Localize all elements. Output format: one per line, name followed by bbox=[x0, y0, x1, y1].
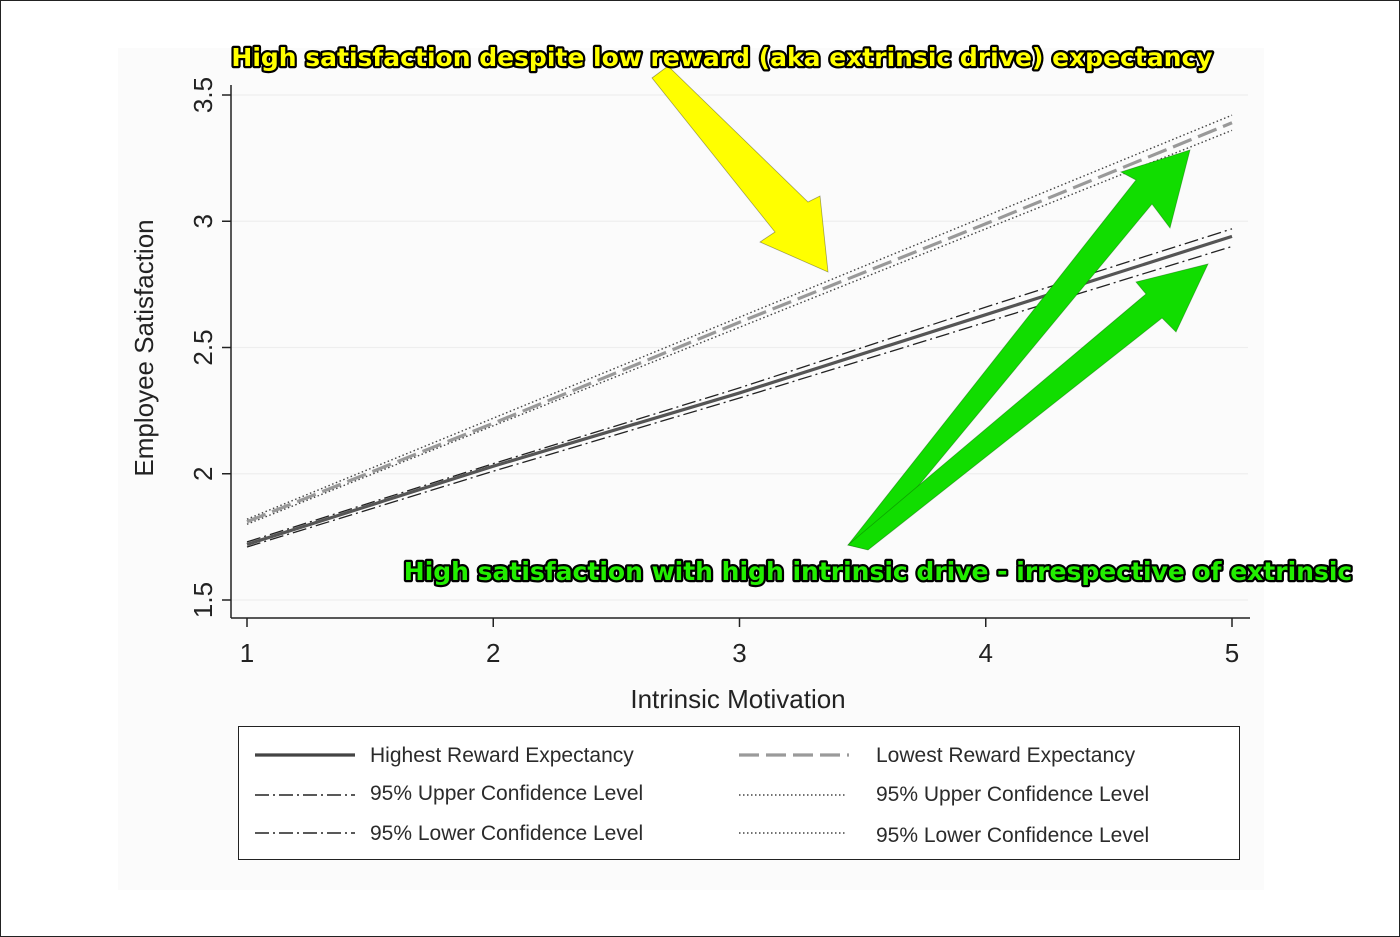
x-axis-label: Intrinsic Motivation bbox=[630, 684, 845, 714]
y-tick-label-1: 2 bbox=[188, 467, 218, 481]
series-line-3 bbox=[246, 121, 1233, 524]
annotation-high-intrinsic: High satisfaction with high intrinsic dr… bbox=[404, 557, 1352, 586]
series-line-5 bbox=[246, 129, 1233, 525]
x-tick-label-2: 3 bbox=[732, 638, 746, 668]
x-tick-label-1: 2 bbox=[486, 638, 500, 668]
legend-label-lower-high: 95% Lower Confidence Level bbox=[370, 822, 644, 845]
arrow-yellow-icon bbox=[651, 65, 829, 273]
legend-label-upper-low: 95% Upper Confidence Level bbox=[876, 783, 1150, 806]
y-tick-label-3: 3 bbox=[188, 214, 218, 228]
legend-label-highest: Highest Reward Expectancy bbox=[370, 744, 634, 767]
legend-swatch-dashdot-upper bbox=[255, 794, 355, 796]
y-tick-label-0: 1.5 bbox=[188, 582, 218, 618]
y-axis-label: Employee Satisfaction bbox=[129, 219, 159, 476]
series-line-1 bbox=[246, 228, 1233, 543]
legend-swatch-solid bbox=[255, 753, 355, 757]
annotation-arrows bbox=[651, 65, 1209, 551]
legend: Highest Reward Expectancy Lowest Reward … bbox=[238, 726, 1240, 860]
x-tick-label-0: 1 bbox=[240, 638, 254, 668]
y-tick-label-2: 2.5 bbox=[188, 329, 218, 365]
series-line-2 bbox=[246, 245, 1233, 548]
legend-swatch-dotted-upper bbox=[739, 794, 847, 796]
y-tick-label-4: 3.5 bbox=[188, 77, 218, 113]
x-tick-label-3: 4 bbox=[979, 638, 993, 668]
legend-label-upper-high: 95% Upper Confidence Level bbox=[370, 782, 644, 805]
series-line-4 bbox=[246, 114, 1233, 520]
legend-label-lowest: Lowest Reward Expectancy bbox=[876, 744, 1136, 767]
legend-swatch-dashdot-lower bbox=[255, 832, 355, 834]
legend-swatch-dashed bbox=[739, 753, 849, 757]
legend-label-lower-low: 95% Lower Confidence Level bbox=[876, 824, 1150, 847]
x-tick-label-4: 5 bbox=[1225, 638, 1239, 668]
arrow-green-lower-icon bbox=[847, 263, 1209, 551]
legend-swatch-dotted-lower bbox=[739, 832, 847, 834]
ticks: 1 2 3 4 5 1.5 2 2.5 3 3.5 bbox=[188, 77, 1239, 668]
annotation-low-reward: High satisfaction despite low reward (ak… bbox=[231, 43, 1212, 72]
grid bbox=[231, 94, 1248, 601]
axes bbox=[230, 85, 1250, 619]
